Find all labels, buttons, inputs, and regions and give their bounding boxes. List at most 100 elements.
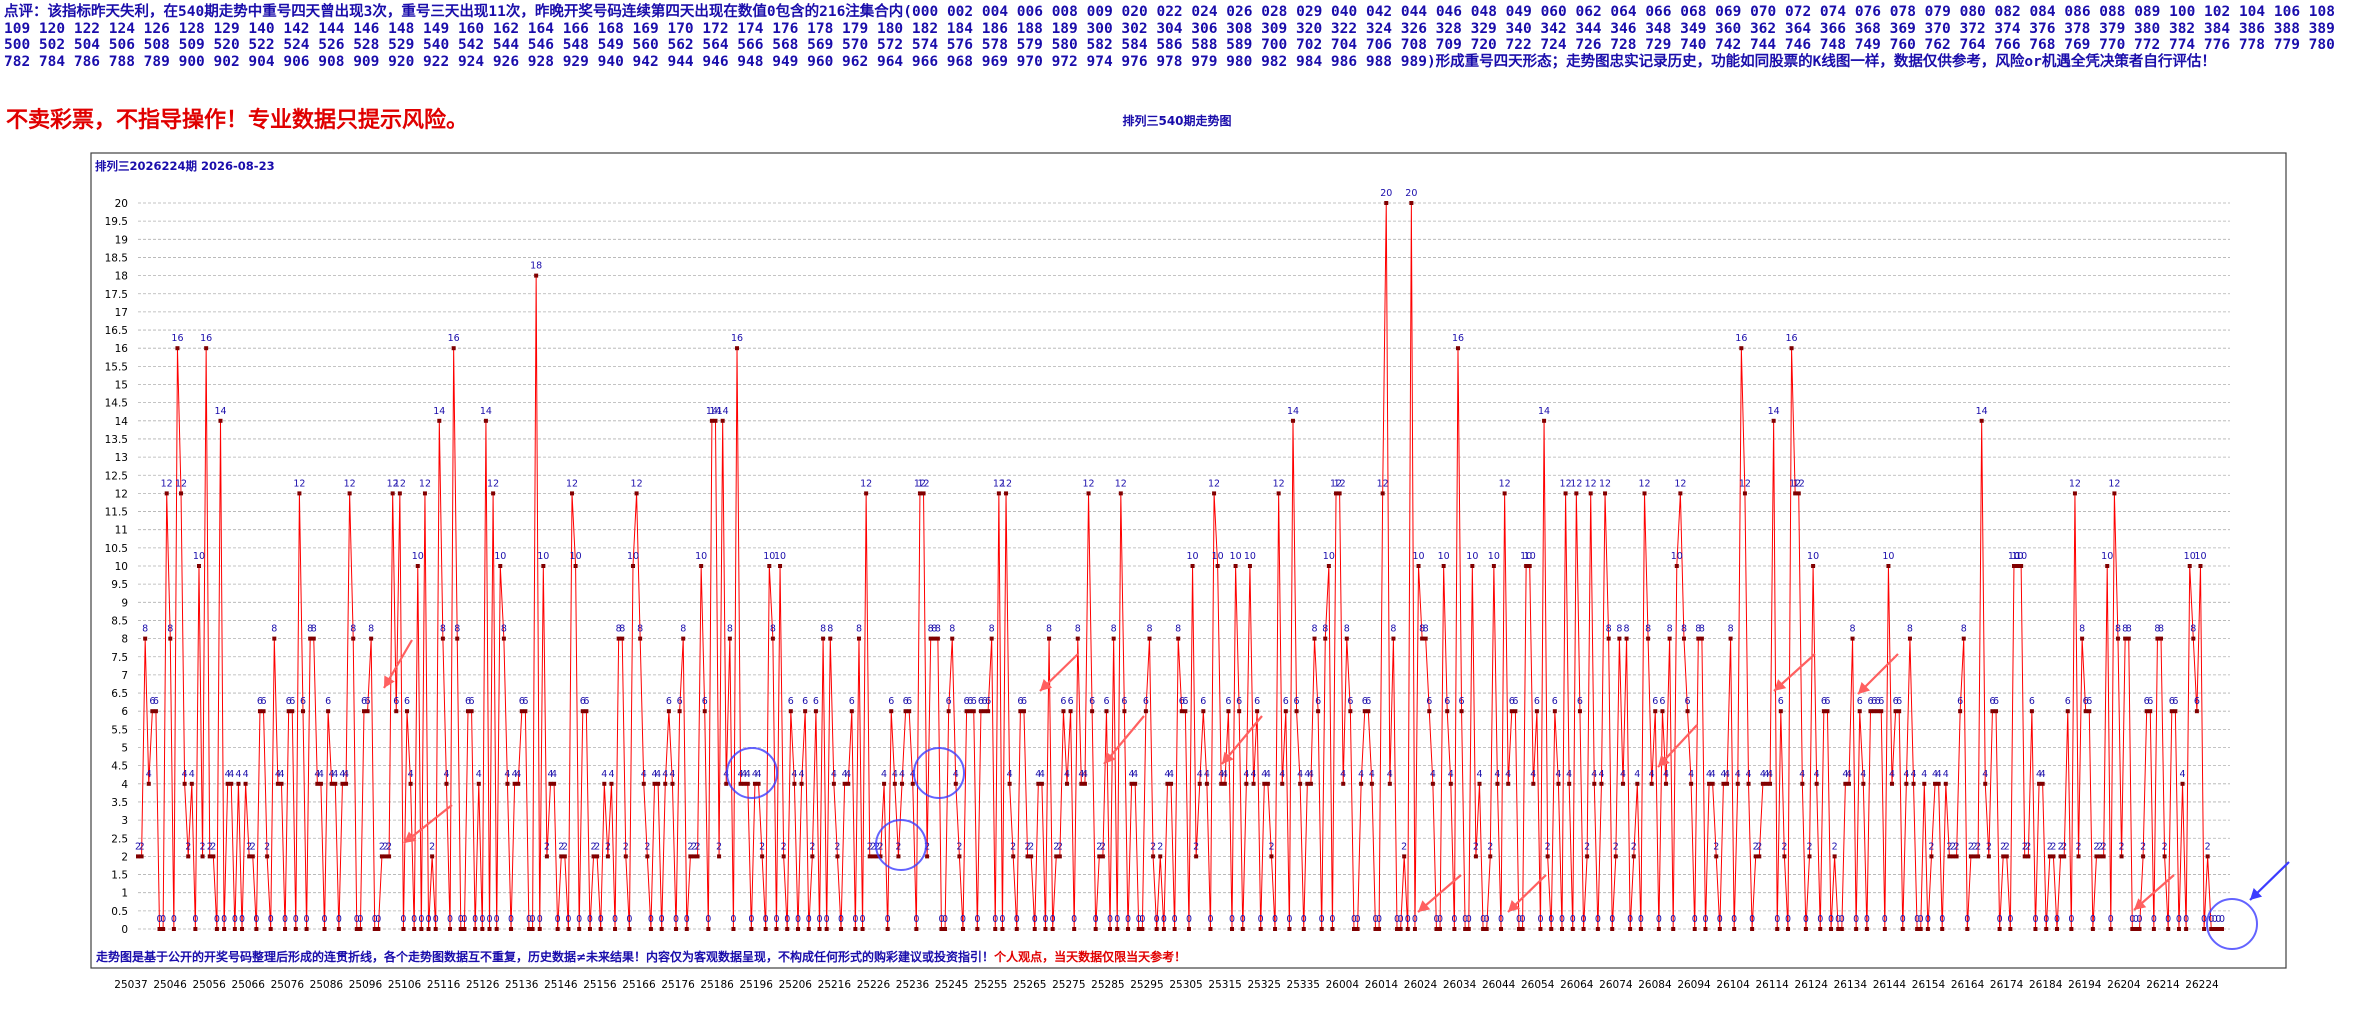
data-label: 14 [214, 406, 226, 417]
data-label: 0 [763, 914, 769, 925]
data-label: 0 [1301, 914, 1307, 925]
data-point [1595, 927, 1600, 931]
data-label: 2 [687, 841, 693, 852]
data-point [1577, 709, 1582, 714]
data-point [2037, 781, 2042, 786]
data-label: 0 [860, 914, 866, 925]
data-label: 4 [1710, 769, 1716, 780]
data-point [1158, 854, 1163, 859]
data-point [1907, 636, 1912, 641]
data-label: 0 [2133, 914, 2139, 925]
x-tick-label: 26034 [1443, 979, 1477, 991]
data-point [390, 491, 395, 496]
data-point [2144, 709, 2149, 714]
data-label: 2 [386, 841, 392, 852]
data-label: 8 [1419, 624, 1425, 635]
data-label: 4 [1369, 769, 1375, 780]
data-point [663, 781, 668, 786]
data-label: 2 [1753, 841, 1759, 852]
data-label: 4 [1204, 769, 1210, 780]
data-point [304, 927, 309, 931]
data-point [1843, 781, 1848, 786]
data-label: 2 [562, 841, 568, 852]
data-label: 16 [1452, 333, 1464, 344]
data-label: 4 [1903, 769, 1909, 780]
data-label: 0 [530, 914, 536, 925]
data-label: 0 [372, 914, 378, 925]
data-label: 8 [856, 624, 862, 635]
data-label: 2 [691, 841, 697, 852]
data-point [1552, 709, 1557, 714]
data-label: 14 [709, 406, 721, 417]
data-point [1445, 709, 1450, 714]
data-label: 2 [1473, 841, 1479, 852]
data-label: 0 [232, 914, 238, 925]
data-point [1412, 927, 1417, 931]
data-label: 4 [1982, 769, 1988, 780]
x-tick-label: 25305 [1169, 979, 1202, 991]
data-label: 0 [1372, 914, 1378, 925]
data-label: 6 [1652, 696, 1658, 707]
data-point [300, 709, 305, 714]
data-point [1656, 927, 1661, 931]
data-point [1793, 491, 1798, 496]
data-point [1452, 927, 1457, 931]
data-label: 0 [1581, 914, 1587, 925]
data-point [193, 927, 198, 931]
data-label: 4 [1304, 769, 1310, 780]
data-label: 6 [261, 696, 267, 707]
data-point [1495, 781, 1500, 786]
x-tick-label: 25245 [935, 979, 968, 991]
data-point [534, 273, 539, 278]
data-label: 2 [1975, 841, 1981, 852]
data-label: 6 [1993, 696, 1999, 707]
data-label: 14 [1768, 406, 1780, 417]
data-label: 0 [1570, 914, 1576, 925]
x-tick-label: 25037 [114, 979, 147, 991]
data-label: 0 [447, 914, 453, 925]
data-label: 0 [1627, 914, 1633, 925]
y-tick-label: 19.5 [105, 216, 128, 228]
data-label: 4 [1706, 769, 1712, 780]
data-label: 0 [156, 914, 162, 925]
data-label: 8 [1344, 624, 1350, 635]
data-point [1316, 709, 1321, 714]
data-label: 0 [999, 914, 1005, 925]
data-label: 8 [1075, 624, 1081, 635]
data-label: 4 [1164, 769, 1170, 780]
data-label: 2 [2004, 841, 2010, 852]
data-label: 0 [375, 914, 381, 925]
data-point [265, 854, 270, 859]
data-point [1739, 346, 1744, 351]
data-point [491, 491, 496, 496]
data-label: 0 [1918, 914, 1924, 925]
data-point [1818, 927, 1823, 931]
data-point [257, 709, 262, 714]
arrow-head [1418, 900, 1431, 912]
data-label: 10 [1466, 551, 1478, 562]
data-point [1610, 927, 1615, 931]
data-label: 2 [870, 841, 876, 852]
data-point [168, 636, 173, 641]
data-point [405, 709, 410, 714]
data-point [440, 636, 445, 641]
data-label: 6 [393, 696, 399, 707]
data-point [864, 491, 869, 496]
data-label: 6 [1121, 696, 1127, 707]
data-label: 4 [1297, 769, 1303, 780]
data-label: 2 [2058, 841, 2064, 852]
data-label: 12 [914, 478, 926, 489]
data-label: 6 [325, 696, 331, 707]
data-label: 4 [1735, 769, 1741, 780]
data-label: 2 [644, 841, 650, 852]
data-label: 6 [2172, 696, 2178, 707]
data-point [1183, 709, 1188, 714]
data-point [509, 927, 514, 931]
data-point [1976, 854, 1981, 859]
data-point [369, 636, 374, 641]
data-label: 10 [2194, 551, 2206, 562]
data-label: 6 [1989, 696, 1995, 707]
data-point [681, 636, 686, 641]
data-point [358, 927, 363, 931]
data-label: 4 [318, 769, 324, 780]
